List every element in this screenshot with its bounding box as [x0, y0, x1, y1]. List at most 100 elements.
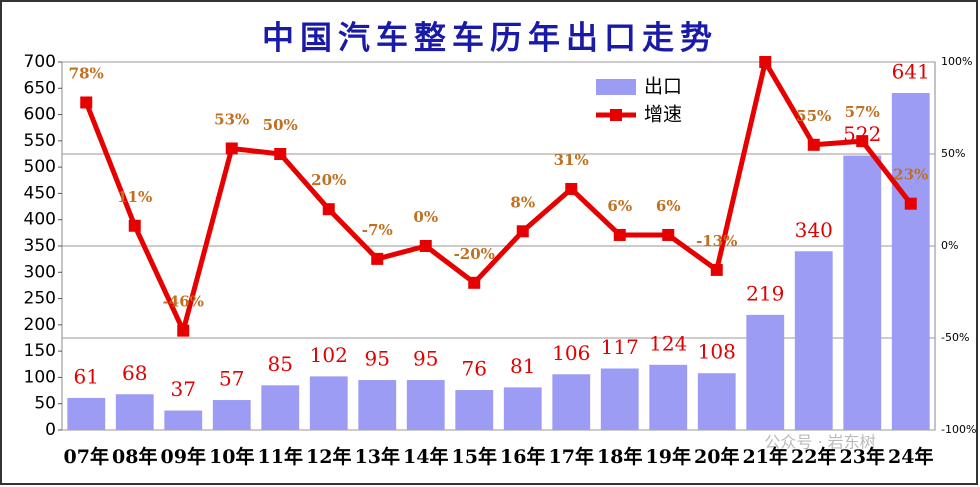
bar [212, 400, 251, 430]
growth-marker [613, 228, 626, 241]
growth-marker [807, 138, 820, 151]
x-tick-label: 13年 [355, 445, 400, 468]
y-tick-label: 650 [24, 78, 56, 98]
y-tick-label: 400 [24, 210, 56, 230]
x-tick-label: 09年 [161, 445, 206, 468]
growth-value-label: 6% [656, 197, 681, 215]
x-tick-label: 14年 [403, 445, 448, 468]
chart-title: 中国汽车整车历年出口走势 [262, 19, 718, 57]
bar-value-label: 68 [122, 361, 147, 385]
growth-marker [565, 182, 578, 195]
growth-marker [419, 240, 432, 252]
bar-value-label: 95 [413, 347, 438, 371]
growth-marker [904, 197, 917, 210]
x-tick-label: 22年 [791, 445, 836, 468]
growth-marker [710, 263, 723, 276]
growth-value-label: -20% [454, 245, 495, 263]
x-tick-label: 21年 [743, 445, 788, 468]
bar [309, 376, 348, 430]
bar-value-label: 37 [171, 377, 196, 401]
bar [406, 380, 445, 430]
bar-value-label: 219 [746, 281, 784, 305]
growth-value-label: 11% [117, 188, 152, 206]
bar-value-label: 95 [365, 347, 390, 371]
x-tick-label: 19年 [646, 445, 691, 468]
growth-marker [516, 225, 529, 238]
x-tick-label: 08年 [112, 445, 157, 468]
x-tick-label: 07年 [64, 445, 109, 468]
growth-marker [759, 56, 772, 68]
y-tick-label: 100 [24, 367, 56, 387]
y-tick-label: 350 [24, 236, 56, 256]
x-tick-label: 11年 [258, 445, 303, 468]
growth-value-label: 20% [311, 171, 346, 189]
y-tick-label: 200 [24, 315, 56, 335]
growth-marker [322, 203, 335, 216]
growth-value-label: 55% [796, 107, 831, 125]
bar-value-label: 76 [462, 357, 487, 381]
bar [115, 394, 154, 430]
x-tick-label: 20年 [694, 445, 739, 468]
watermark: 公众号 · 岩东树 [764, 433, 875, 452]
growth-value-label: 78% [69, 64, 104, 82]
y-tick-label: 0 [45, 420, 56, 440]
bar-value-label: 340 [795, 218, 833, 242]
growth-marker [225, 142, 238, 155]
y-tick-label: 250 [24, 289, 56, 309]
y2-tick-label: 50% [941, 147, 965, 160]
growth-value-label: 57% [845, 103, 880, 121]
y-tick-label: 700 [24, 52, 56, 72]
bar [843, 155, 882, 430]
bar [358, 380, 397, 430]
growth-value-label: 8% [510, 193, 535, 211]
legend-label: 出口 [644, 76, 682, 98]
growth-marker [371, 252, 384, 265]
y-tick-label: 600 [24, 105, 56, 125]
y2-tick-label: 0% [941, 239, 958, 252]
x-tick-label: 17年 [549, 445, 594, 468]
x-tick-label: 16年 [500, 445, 545, 468]
x-tick-label: 23年 [840, 445, 885, 468]
growth-marker [80, 96, 93, 109]
growth-marker [662, 228, 675, 241]
x-tick-label: 18年 [597, 445, 642, 468]
growth-marker [856, 135, 869, 148]
bar-value-label: 117 [601, 335, 639, 359]
bar [746, 314, 785, 430]
growth-value-label: 0% [413, 208, 438, 226]
y-tick-label: 550 [24, 131, 56, 151]
bar [164, 410, 203, 430]
bar [261, 385, 300, 430]
growth-marker [274, 148, 287, 160]
legend-label: 增速 [644, 104, 682, 126]
bar-value-label: 85 [268, 352, 293, 376]
growth-value-label: 23% [893, 166, 928, 184]
growth-line [83, 59, 913, 334]
y-tick-label: 450 [24, 183, 56, 203]
y-tick-label: 50 [34, 394, 56, 414]
growth-value-label: -7% [362, 221, 393, 239]
bar-value-label: 57 [219, 367, 244, 391]
growth-value-label: 6% [607, 197, 632, 215]
growth-value-label: 50% [263, 116, 298, 134]
growth-value-label: 53% [214, 110, 249, 128]
bar-value-label: 108 [698, 340, 736, 364]
bar-value-label: 81 [510, 354, 535, 378]
y-tick-label: 150 [24, 341, 56, 361]
bar [503, 387, 542, 430]
y-tick-label: 500 [24, 157, 56, 177]
bar-value-label: 124 [649, 331, 687, 355]
bar-value-label: 102 [310, 343, 348, 367]
x-tick-label: 15年 [452, 445, 497, 468]
bar [455, 390, 494, 430]
growth-marker [128, 219, 141, 232]
y2-tick-label: -100% [941, 423, 976, 436]
bar [794, 251, 833, 430]
growth-value-label: -46% [163, 293, 204, 311]
x-tick-label: 12年 [306, 445, 351, 468]
legend-swatch [610, 109, 622, 121]
bar [891, 93, 930, 430]
x-tick-label: 24年 [888, 445, 933, 468]
y2-tick-label: 100% [941, 55, 972, 68]
x-tick-label: 10年 [209, 445, 254, 468]
